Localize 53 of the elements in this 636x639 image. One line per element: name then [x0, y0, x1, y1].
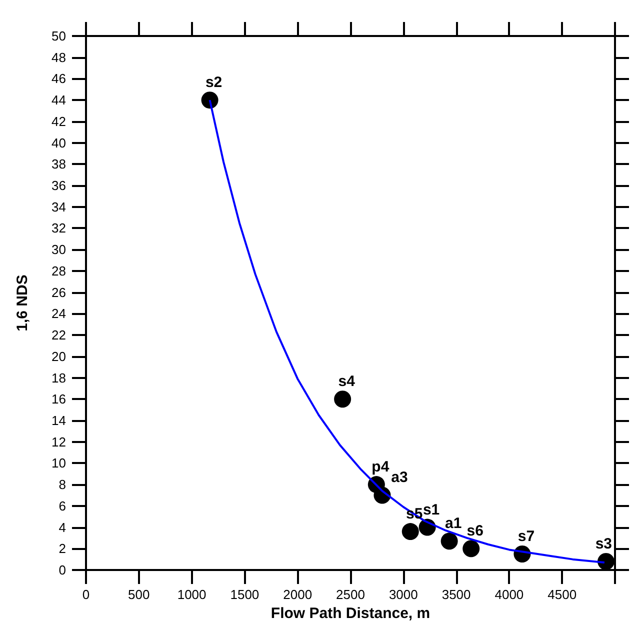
y-tick-label: 26: [52, 284, 66, 300]
annotation: s4: [338, 373, 356, 390]
y-tick-label: 36: [52, 178, 66, 194]
x-tick-label: 500: [128, 587, 150, 602]
y-tick-label: 46: [52, 71, 66, 86]
x-tick-label: 1000: [177, 587, 206, 602]
y-tick-label: 16: [52, 392, 66, 407]
x-tick-label: 3000: [388, 587, 418, 602]
y-tick-label: 42: [52, 114, 66, 129]
x-tick-label: 0: [82, 587, 90, 602]
annotation: a1: [444, 515, 462, 532]
y-tick-label: 10: [52, 456, 66, 471]
point: [462, 540, 480, 558]
y-tick-label: 48: [52, 50, 66, 65]
y-tick-label: 14: [52, 412, 66, 428]
y-tick-label: 20: [52, 348, 66, 364]
y-tick-label: 0: [58, 562, 66, 578]
y-tick-label: 38: [52, 156, 66, 172]
x-axis-title: Flow Path Distance, m: [270, 605, 430, 622]
y-tick-label: 18: [52, 370, 66, 386]
y-axis-title: 1,6 NDS: [14, 274, 31, 332]
y-tick-label: 2: [58, 541, 66, 556]
x-tick-label: 2000: [283, 587, 312, 602]
y-tick-label: 40: [52, 135, 66, 150]
x-tick-label: 4000: [494, 587, 524, 602]
annotation: s2: [205, 74, 222, 92]
y-tick-label: 4: [58, 520, 66, 535]
x-tick-label: 1500: [230, 587, 260, 602]
y-tick-label: 22: [52, 328, 66, 343]
y-tick-label: 12: [52, 434, 66, 450]
y-tick-label: 24: [52, 306, 66, 322]
point: [201, 92, 218, 109]
annotation: s3: [595, 535, 612, 552]
y-tick-label: 44: [52, 92, 66, 108]
point: [598, 552, 615, 570]
y-tick-label: 50: [52, 28, 66, 44]
y-tick-label: 32: [52, 220, 66, 236]
point: [334, 390, 352, 408]
annotation: s1: [422, 501, 440, 518]
annotation: s6: [466, 522, 484, 540]
annotation: s7: [518, 528, 535, 545]
y-tick-label: 30: [52, 242, 66, 258]
y-tick-label: 34: [52, 199, 66, 214]
x-tick-label: 2500: [336, 587, 365, 602]
y-tick-label: 6: [58, 498, 66, 514]
y-tick-label: 28: [52, 263, 66, 278]
x-tick-label: 3500: [442, 587, 471, 602]
annotation: p4: [372, 458, 390, 476]
point: [402, 523, 419, 540]
y-tick-label: 8: [58, 477, 66, 492]
point: [440, 532, 458, 550]
annotation: a3: [391, 469, 408, 486]
x-tick-label: 4500: [548, 587, 577, 602]
